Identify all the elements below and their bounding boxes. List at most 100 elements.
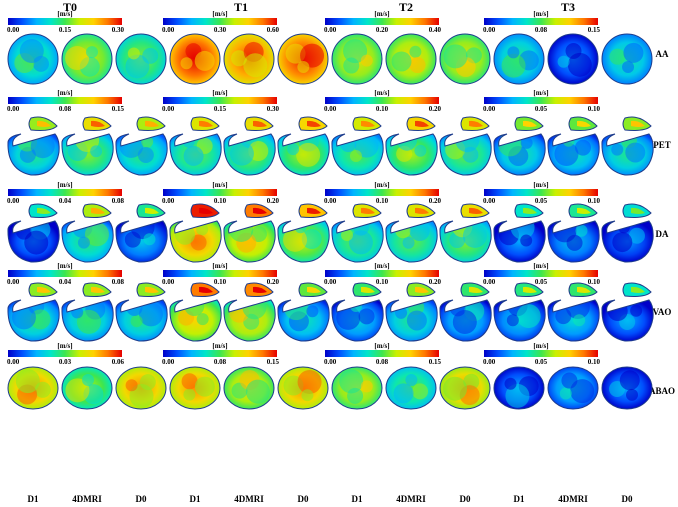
colorbar-tick-label: 0.08 (213, 358, 227, 366)
column-label: 4DMRI (558, 494, 588, 504)
colorbar-tick-label: 0.20 (428, 197, 441, 205)
velocity-map (547, 366, 599, 410)
column-label: D1 (513, 494, 525, 504)
colorbar-unit-label: [m/s] (212, 342, 228, 350)
colorbar-tick-label: 0.00 (7, 358, 20, 366)
colorbar-tick-label: 0.20 (428, 105, 441, 113)
velocity-map (331, 282, 384, 342)
colorbar (163, 350, 277, 357)
colorbar (325, 18, 439, 25)
velocity-map (439, 33, 491, 85)
velocity-map (115, 203, 168, 263)
velocity-map (547, 33, 599, 85)
colorbar-unit-label: [m/s] (533, 10, 549, 18)
velocity-map (601, 116, 654, 176)
colorbar-tick-label: 0.00 (7, 197, 20, 205)
colorbar-tick-label: 0.08 (58, 105, 72, 113)
velocity-map (277, 203, 330, 263)
velocity-map (547, 282, 600, 342)
column-label: D0 (621, 494, 633, 504)
colorbar-tick-label: 0.05 (534, 105, 548, 113)
colorbar-unit-label: [m/s] (374, 262, 390, 270)
colorbar-unit-label: [m/s] (212, 89, 228, 97)
colorbar-tick-label: 0.15 (266, 358, 279, 366)
colorbar-tick-label: 0.10 (375, 278, 389, 286)
colorbar-tick-label: 0.08 (111, 278, 124, 286)
velocity-map (277, 33, 329, 85)
velocity-map (223, 366, 275, 410)
time-point-header: T0 (62, 0, 77, 14)
colorbar-tick-label: 0.00 (162, 197, 175, 205)
velocity-map (7, 33, 59, 85)
colorbar (484, 350, 598, 357)
colorbar-tick-label: 0.04 (58, 278, 72, 286)
velocity-map (61, 366, 113, 410)
colorbar-tick-label: 0.10 (587, 358, 600, 366)
velocity-map (61, 282, 114, 342)
colorbar (325, 270, 439, 277)
velocity-map (547, 116, 600, 176)
colorbar-tick-label: 0.20 (375, 26, 389, 34)
column-label: 4DMRI (72, 494, 102, 504)
colorbar-tick-label: 0.00 (324, 358, 337, 366)
colorbar-tick-label: 0.10 (587, 278, 600, 286)
velocity-map (61, 203, 114, 263)
colorbar (8, 270, 122, 277)
colorbar-tick-label: 0.10 (587, 197, 600, 205)
colorbar-tick-label: 0.00 (7, 26, 20, 34)
velocity-map (169, 366, 221, 410)
colorbar-tick-label: 0.15 (111, 105, 124, 113)
colorbar-tick-label: 0.05 (534, 278, 548, 286)
row-label: DA (655, 229, 669, 239)
row-label: ABAO (648, 386, 675, 396)
colorbar (163, 270, 277, 277)
velocity-map (547, 203, 600, 263)
colorbar-unit-label: [m/s] (533, 181, 549, 189)
colorbar (8, 97, 122, 104)
colorbar (8, 18, 122, 25)
velocity-map (277, 282, 330, 342)
colorbar-tick-label: 0.60 (266, 26, 279, 34)
colorbar-tick-label: 0.05 (534, 358, 548, 366)
column-label: D1 (189, 494, 201, 504)
row-label: PET (653, 140, 671, 150)
velocity-map (115, 33, 167, 85)
colorbar-tick-label: 0.10 (213, 197, 227, 205)
velocity-map (223, 203, 276, 263)
colorbar-tick-label: 0.10 (587, 105, 600, 113)
colorbar (163, 97, 277, 104)
colorbar-unit-label: [m/s] (57, 181, 73, 189)
colorbar (484, 18, 598, 25)
colorbar (484, 97, 598, 104)
velocity-map (277, 366, 329, 410)
column-label: D0 (297, 494, 309, 504)
velocity-map (61, 33, 113, 85)
colorbar-tick-label: 0.00 (7, 105, 20, 113)
colorbar-tick-label: 0.00 (7, 278, 20, 286)
velocity-map (493, 116, 546, 176)
column-label: D0 (459, 494, 471, 504)
velocity-map (169, 203, 222, 263)
colorbar-tick-label: 0.08 (375, 358, 389, 366)
time-point-header: T2 (398, 0, 413, 14)
velocity-map (601, 33, 653, 85)
velocity-map (169, 33, 221, 85)
colorbar-unit-label: [m/s] (533, 342, 549, 350)
velocity-map (601, 366, 653, 410)
colorbar-tick-label: 0.03 (58, 358, 72, 366)
velocity-map (331, 366, 383, 410)
velocity-map (385, 366, 437, 410)
colorbar-tick-label: 0.00 (162, 278, 175, 286)
colorbar-tick-label: 0.20 (266, 278, 279, 286)
colorbar-tick-label: 0.30 (111, 26, 124, 34)
velocity-map (493, 203, 546, 263)
colorbar-unit-label: [m/s] (212, 181, 228, 189)
colorbar-unit-label: [m/s] (374, 342, 390, 350)
colorbar-tick-label: 0.00 (162, 358, 175, 366)
colorbar-tick-label: 0.00 (324, 278, 337, 286)
velocity-map (493, 282, 546, 342)
column-label: 4DMRI (234, 494, 264, 504)
velocity-map (601, 282, 654, 342)
colorbar-tick-label: 0.00 (324, 197, 337, 205)
